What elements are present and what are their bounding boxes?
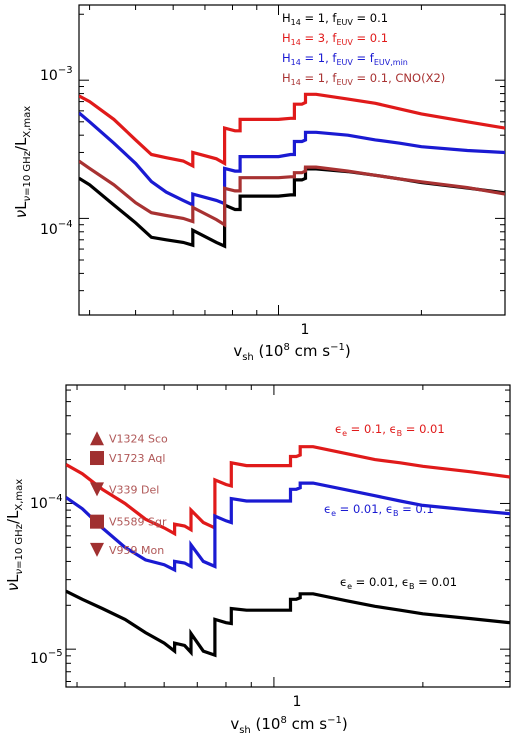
nova-marker [90,514,104,529]
series-label-red: ϵe = 0.1, ϵB = 0.01 [335,422,445,438]
axis-ticks [79,5,506,315]
legend-entry-red: H14 = 3, fEUV = 0.1 [282,31,388,47]
series-line-blue [79,111,505,208]
y-axis-label: νLν=10 GHz/LX,max [4,479,25,591]
nova-marker [90,542,104,557]
series-line-red [66,445,510,537]
nova-marker-label: V1723 Aql [109,452,165,465]
series-lines [66,445,510,658]
legend-entry-brown: H14 = 1, fEUV = 0.1, CNO(X2) [282,71,445,87]
y-axis-label: νLν=10 GHz/LX,max [12,106,33,218]
series-line-black [66,589,510,658]
x-axis-label: vsh (108 cm s−1) [233,342,350,363]
y-tick-label-1e-5: 10−5 [30,648,63,667]
y-tick-labels: 10−5 10−4 [30,493,63,667]
nova-markers: V1324 Sco V1723 Aql V339 Del V5589 Sgr V959 … [90,431,168,557]
plot-frame [78,4,506,316]
nova-marker-label: V5589 Sgr [109,516,167,529]
y-tick-label-1e-3: 10−3 [40,65,73,84]
legend-entry-blue: H14 = 1, fEUV = fEUV,min [282,51,408,67]
legend-entry-black: H14 = 1, fEUV = 0.1 [282,11,388,27]
axis-ticks [66,385,511,687]
series-label-black: ϵe = 0.01, ϵB = 0.01 [340,575,457,591]
y-tick-label-1e-4: 10−4 [40,219,73,238]
series-labels: ϵe = 0.1, ϵB = 0.01 ϵe = 0.01, ϵB = 0.1 … [324,422,457,591]
x-tick-label-1: 1 [293,694,302,710]
panel-top: 10−4 10−3 1 vsh (108 cm s−1) νLν=10 GHz/… [12,4,506,363]
legend: H14 = 1, fEUV = 0.1 H14 = 3, fEUV = 0.1 … [282,11,445,87]
nova-marker [90,451,104,466]
nova-marker [90,431,104,446]
nova-marker-label: V959 Mon [109,544,164,557]
x-tick-label-1: 1 [301,322,310,338]
y-tick-label-1e-4: 10−4 [30,493,63,512]
series-line-red [79,92,505,169]
panel-bottom: V1324 Sco V1723 Aql V339 Del V5589 Sgr V959 … [4,384,511,736]
series-lines [79,92,505,249]
series-label-blue: ϵe = 0.01, ϵB = 0.1 [324,502,434,518]
series-line-brown [79,159,505,228]
x-axis-label: vsh (108 cm s−1) [230,715,347,736]
series-line-blue [66,481,510,573]
nova-marker-label: V1324 Sco [109,432,168,445]
nova-marker [90,482,104,497]
y-tick-labels: 10−4 10−3 [40,65,73,238]
nova-marker-label: V339 Del [109,483,159,496]
